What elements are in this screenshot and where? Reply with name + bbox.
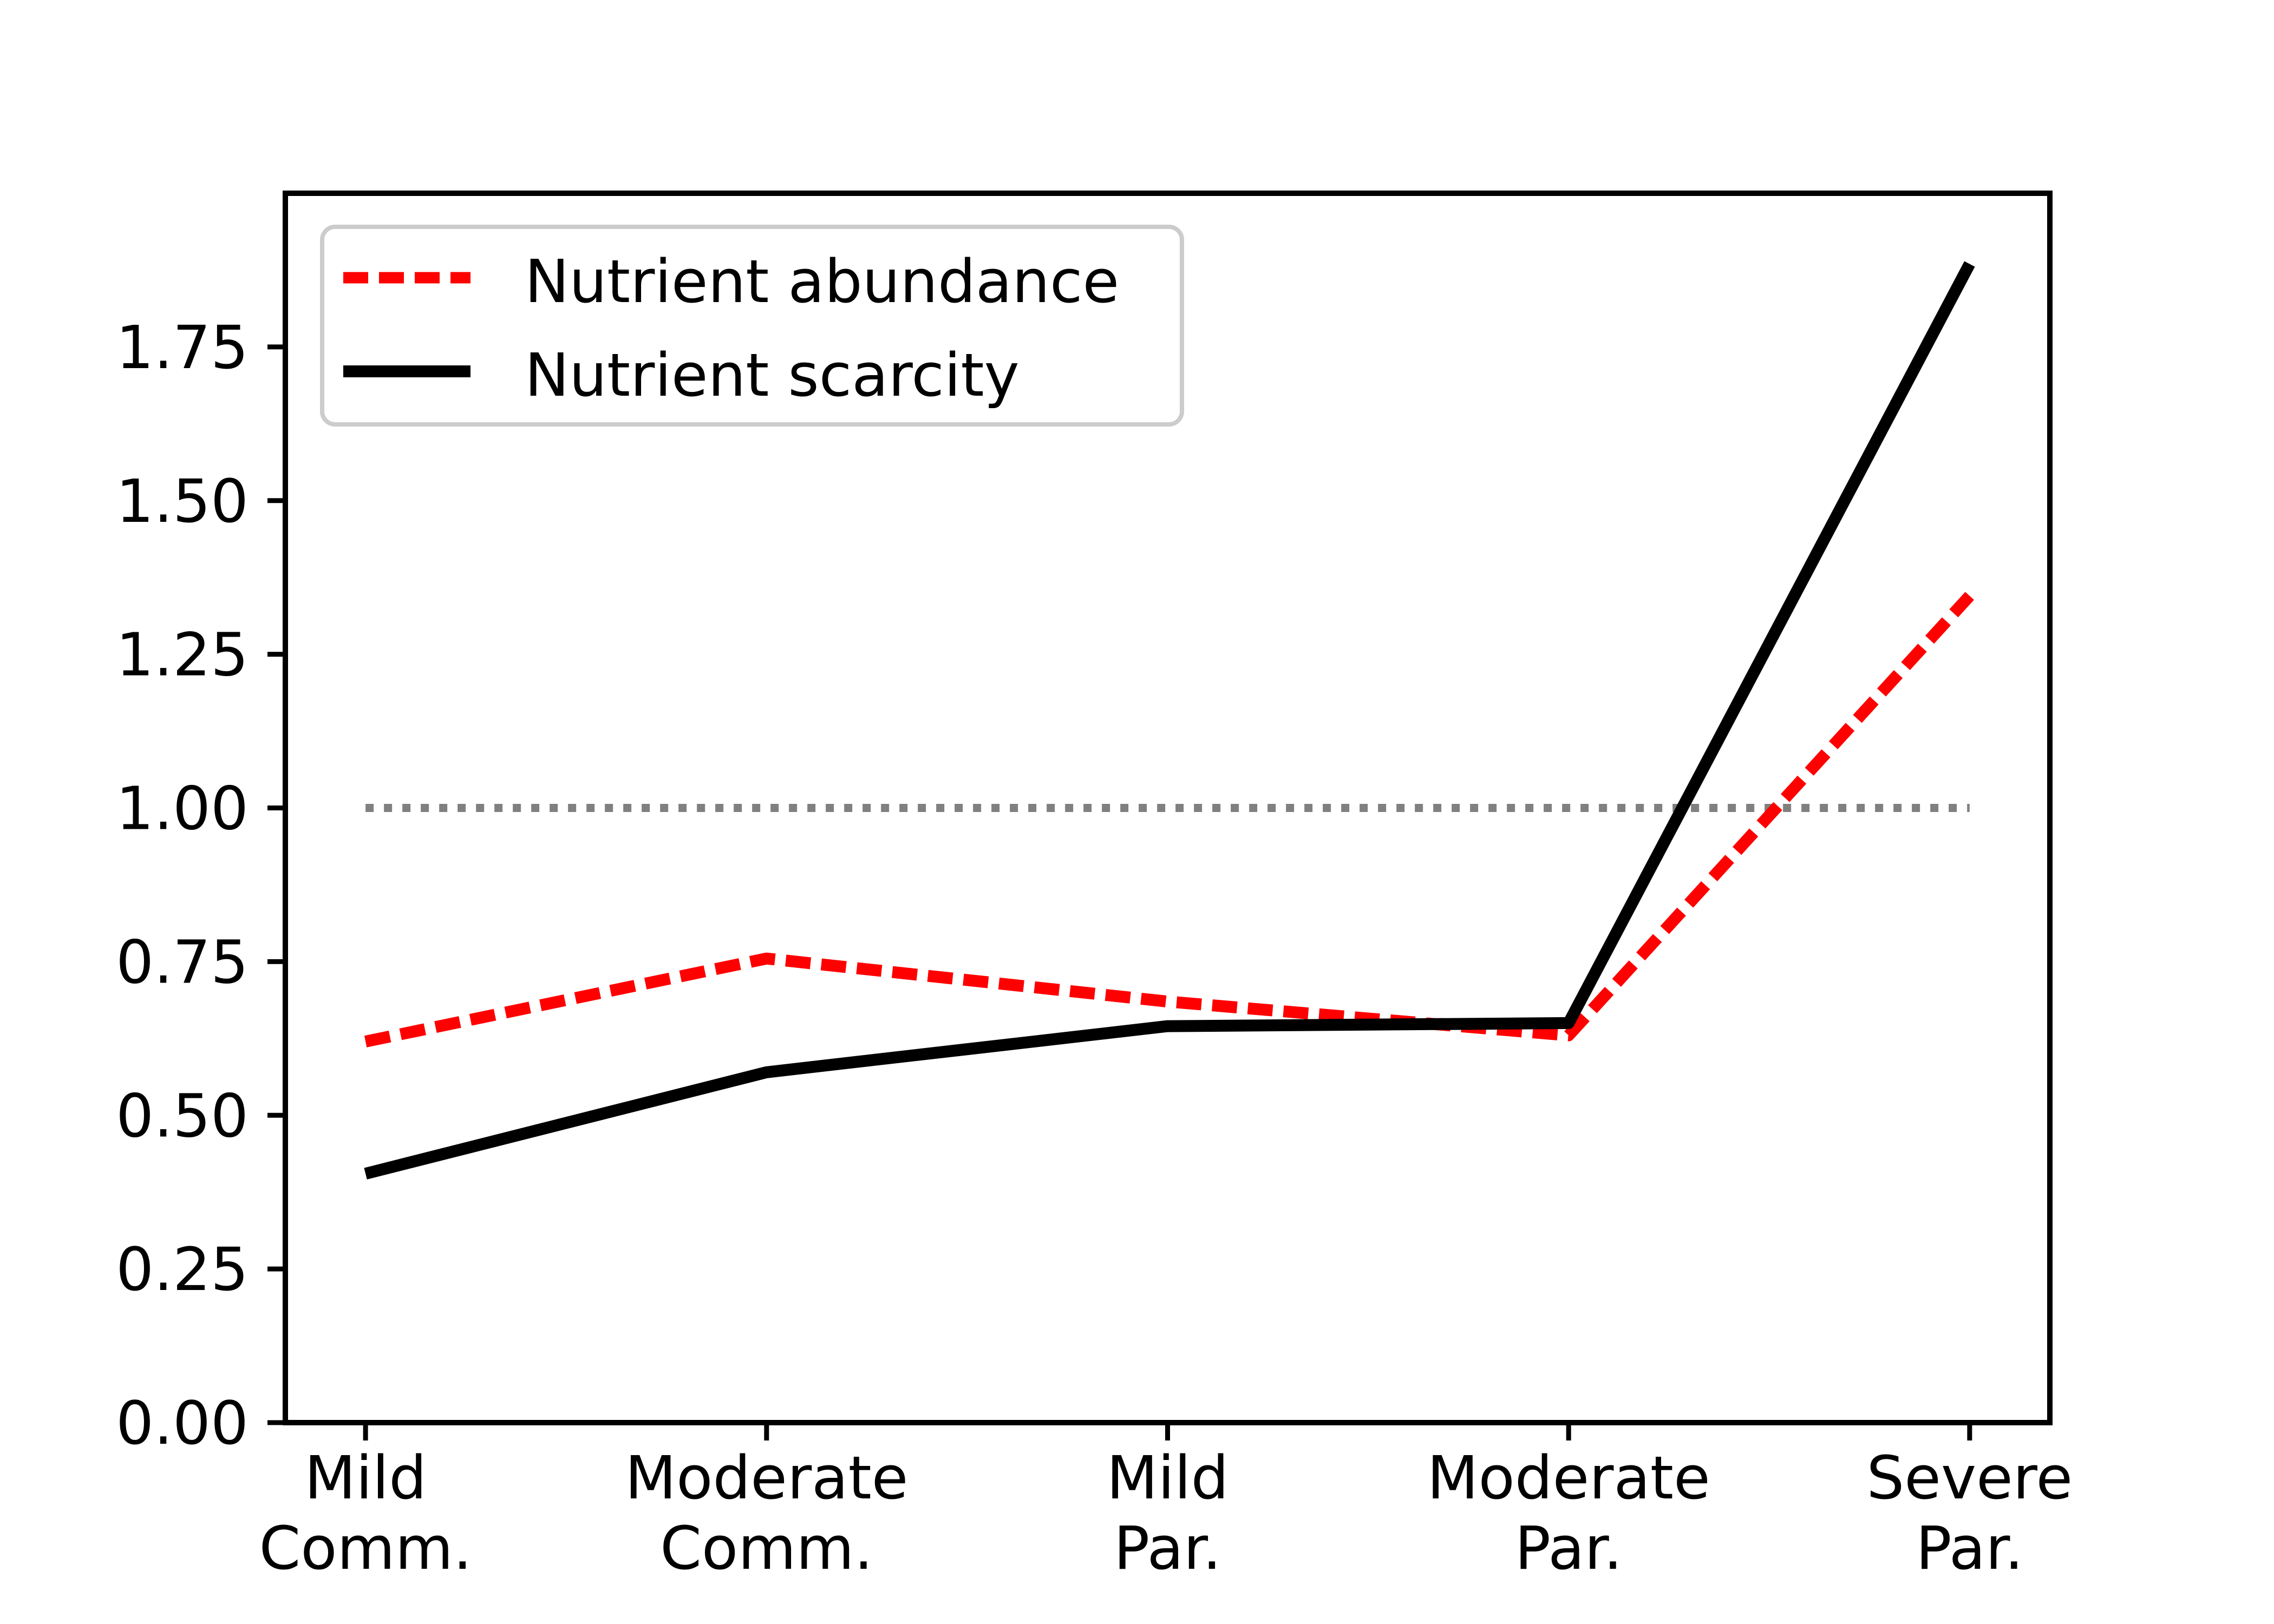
x-tick-label: Mild Par. xyxy=(1107,1443,1229,1583)
y-tick-label: 1.50 xyxy=(116,467,249,536)
y-tick-label: 0.50 xyxy=(116,1081,249,1150)
y-tick-label: 1.25 xyxy=(116,620,249,690)
y-tick-label: 1.00 xyxy=(116,774,249,843)
y-tick-label: 0.75 xyxy=(116,927,249,997)
plot-frame xyxy=(283,191,2053,1425)
legend-solid-line-sample xyxy=(343,365,471,377)
y-tick-label: 0.25 xyxy=(116,1235,249,1304)
y-tick-label: 0.00 xyxy=(116,1389,249,1458)
legend-label-nutrient-abundance: Nutrient abundance xyxy=(525,247,1120,316)
x-tick-label: Mild Comm. xyxy=(259,1443,472,1583)
x-tick-label: Severe Par. xyxy=(1866,1443,2073,1583)
series-line-nutrient-abundance xyxy=(364,592,1974,1047)
legend: Nutrient abundance Nutrient scarcity xyxy=(320,225,1184,427)
y-tick-label: 1.75 xyxy=(116,313,249,382)
x-tick-label: Moderate Par. xyxy=(1427,1443,1710,1583)
series-line-nutrient-scarcity xyxy=(364,261,1975,1180)
legend-dashed-line-sample xyxy=(343,272,471,284)
legend-label-nutrient-scarcity: Nutrient scarcity xyxy=(525,340,1020,410)
x-tick-label: Moderate Comm. xyxy=(625,1443,908,1583)
